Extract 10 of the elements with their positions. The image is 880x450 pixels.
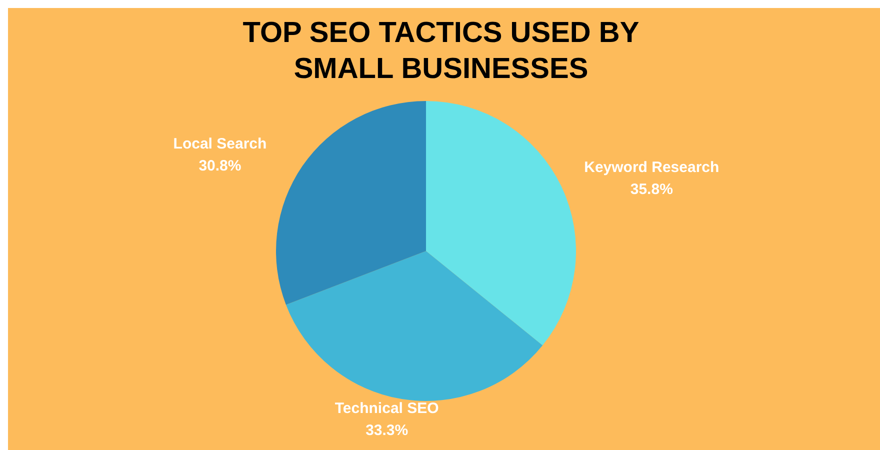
chart-title: TOP SEO TACTICS USED BY SMALL BUSINESSES — [242, 17, 640, 85]
data-label: 35.8% — [630, 180, 673, 198]
data-label: 33.3% — [366, 422, 408, 439]
data-label: 30.8% — [198, 158, 242, 175]
slice-label: Technical SEO — [334, 400, 440, 417]
pie-slice — [426, 101, 576, 346]
pie-slice — [276, 101, 426, 305]
slice-label: Local Search — [173, 136, 267, 153]
pie-slice — [286, 251, 543, 401]
slice-label: Keyword Research — [584, 158, 720, 176]
